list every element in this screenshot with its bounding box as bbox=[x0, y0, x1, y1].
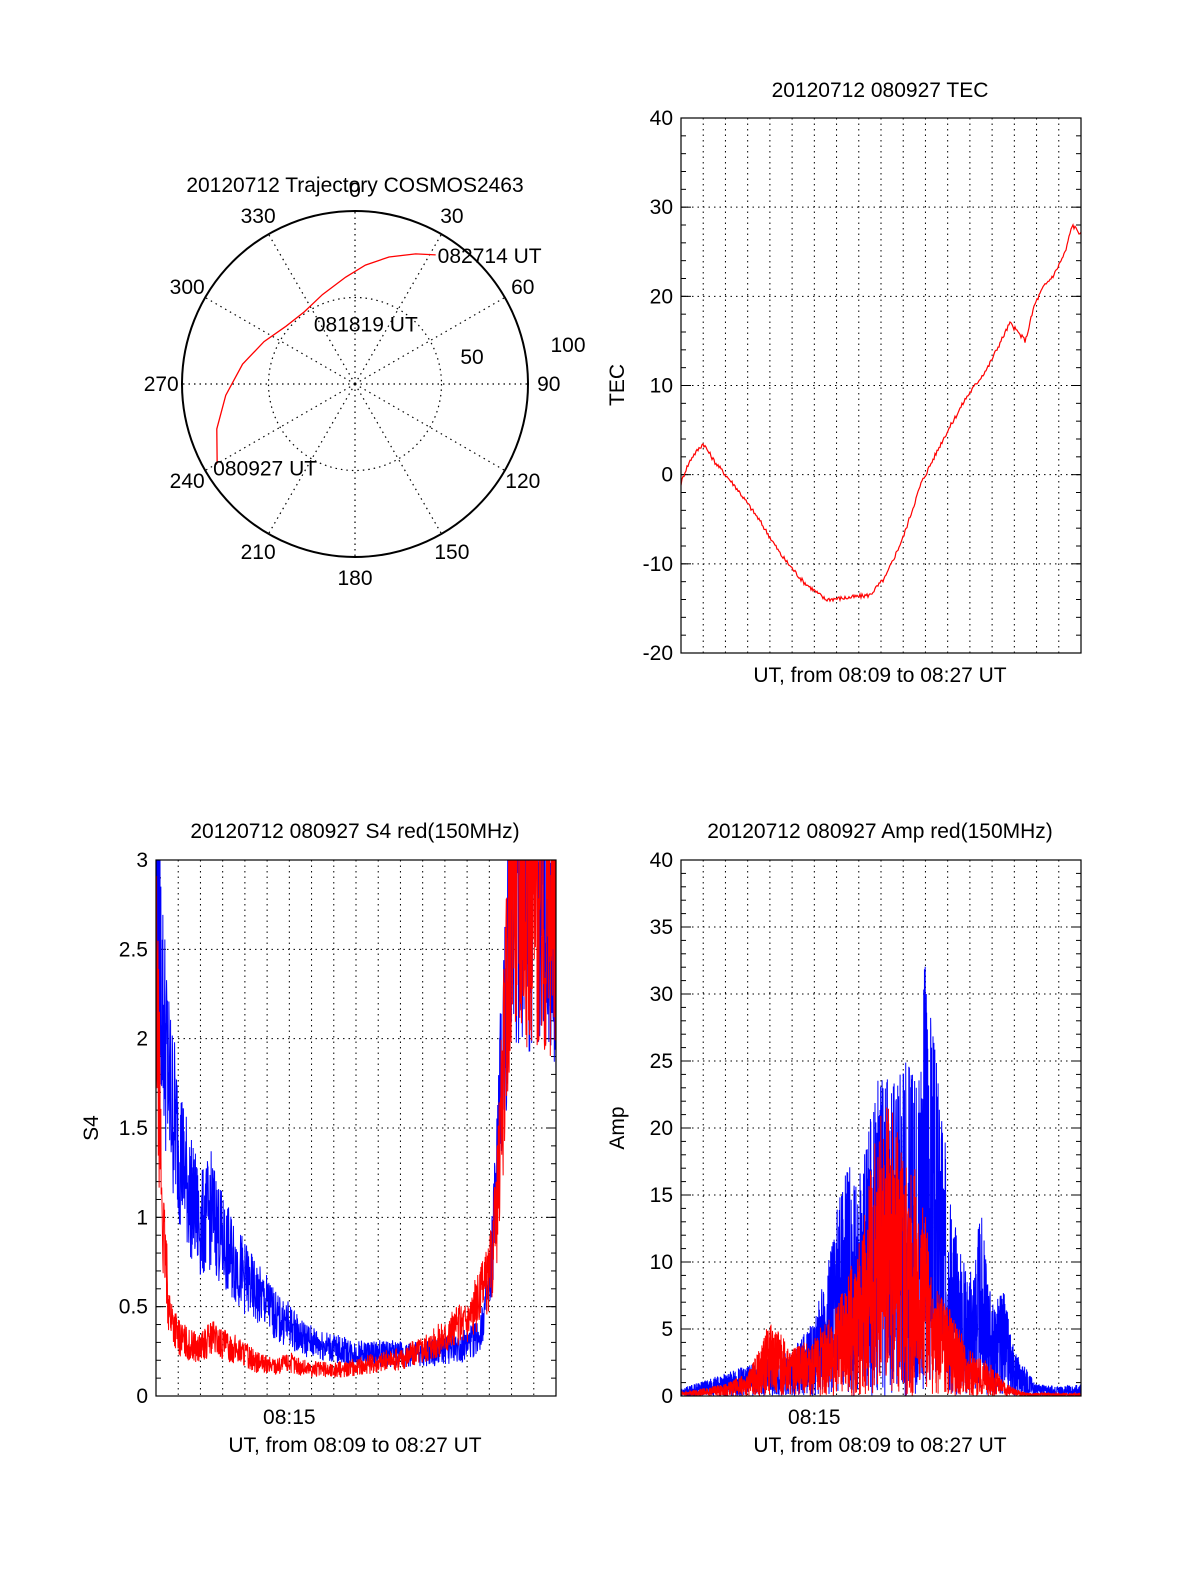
polar-azimuth-label: 240 bbox=[170, 470, 205, 493]
s4-ylabel: S4 bbox=[80, 1115, 103, 1141]
amp-ylabel: Amp bbox=[606, 1106, 629, 1149]
polar-azimuth-label: 60 bbox=[511, 276, 534, 299]
y-tick-label: 2.5 bbox=[119, 938, 148, 961]
polar-annotation: 082714 UT bbox=[438, 245, 542, 268]
polar-spoke bbox=[204, 296, 356, 385]
y-tick-label: 5 bbox=[661, 1318, 673, 1341]
polar-azimuth-label: 150 bbox=[434, 541, 469, 564]
x-tick-label: 08:15 bbox=[788, 1406, 841, 1429]
tec-plot: 20120712 080927 TEC UT, from 08:09 to 08… bbox=[606, 79, 1082, 687]
amp-title: 20120712 080927 Amp red(150MHz) bbox=[707, 820, 1053, 843]
y-tick-label: -20 bbox=[643, 642, 673, 665]
polar-azimuth-label: 0 bbox=[349, 179, 361, 202]
trajectory-path bbox=[216, 253, 436, 464]
polar-outer-circle bbox=[181, 210, 529, 558]
y-tick-label: 15 bbox=[650, 1184, 673, 1207]
polar-azimuth-label: 210 bbox=[241, 541, 276, 564]
series-group bbox=[681, 966, 1081, 1396]
polar-annotation: 080927 UT bbox=[213, 458, 317, 481]
polar-azimuth-label: 300 bbox=[170, 276, 205, 299]
series-line-red bbox=[681, 223, 1081, 603]
polar-spoke bbox=[354, 296, 506, 385]
y-tick-label: 2 bbox=[136, 1028, 148, 1051]
x-tick-label: 08:15 bbox=[263, 1406, 316, 1429]
plot-frame bbox=[680, 117, 1082, 654]
y-tick-label: 20 bbox=[650, 1117, 673, 1140]
amp-plot: 20120712 080927 Amp red(150MHz) UT, from… bbox=[606, 820, 1082, 1457]
series-group bbox=[681, 223, 1081, 603]
polar-azimuth-label: 180 bbox=[337, 567, 372, 590]
polar-grid bbox=[181, 210, 529, 558]
series-group bbox=[156, 860, 556, 1378]
s4-xlabel: UT, from 08:09 to 08:27 UT bbox=[228, 1434, 481, 1457]
polar-azimuth-labels: 0 30 60 90 120 150 180 210 240 270 300 330 bbox=[144, 179, 561, 590]
polar-title: 20120712 Trajectory COSMOS2463 bbox=[186, 174, 523, 197]
polar-azimuth-label: 90 bbox=[537, 373, 560, 396]
series-line-red bbox=[156, 860, 556, 1378]
y-tick-label: 10 bbox=[650, 1251, 673, 1274]
polar-radial-label: 50 bbox=[460, 346, 483, 369]
polar-radial-labels: 50 100 bbox=[460, 334, 585, 369]
y-tick-label: 1 bbox=[136, 1206, 148, 1229]
y-tick-label: 30 bbox=[650, 196, 673, 219]
y-tick-label: 30 bbox=[650, 983, 673, 1006]
amp-xlabel: UT, from 08:09 to 08:27 UT bbox=[753, 1434, 1006, 1457]
polar-radial-label: 100 bbox=[550, 334, 585, 357]
y-tick-label: 1.5 bbox=[119, 1117, 148, 1140]
polar-azimuth-label: 120 bbox=[505, 470, 540, 493]
y-tick-label: 0.5 bbox=[119, 1296, 148, 1319]
polar-azimuth-label: 30 bbox=[440, 205, 463, 228]
y-tick-label: 3 bbox=[136, 849, 148, 872]
plot-frame bbox=[680, 859, 1082, 1397]
y-tick-label: 40 bbox=[650, 107, 673, 130]
y-tick-label: 0 bbox=[661, 1385, 673, 1408]
y-tick-label: 0 bbox=[136, 1385, 148, 1408]
polar-spoke bbox=[354, 233, 443, 385]
polar-azimuth-label: 270 bbox=[144, 373, 179, 396]
polar-trajectory-plot: 20120712 Trajectory COSMOS2463 0 30 60 90 12… bbox=[144, 174, 586, 590]
plot-frame bbox=[155, 859, 557, 1397]
polar-annotations: 082714 UT 081819 UT 080927 UT bbox=[213, 245, 542, 481]
polar-spoke bbox=[267, 383, 356, 535]
y-tick-label: 0 bbox=[661, 464, 673, 487]
polar-spoke bbox=[354, 383, 443, 535]
tec-xlabel: UT, from 08:09 to 08:27 UT bbox=[753, 664, 1006, 687]
series-line-red bbox=[681, 1107, 1081, 1396]
s4-plot: 20120712 080927 S4 red(150MHz) UT, from … bbox=[80, 820, 557, 1457]
y-tick-label: 35 bbox=[650, 916, 673, 939]
polar-spoke bbox=[204, 383, 356, 472]
tec-title: 20120712 080927 TEC bbox=[772, 79, 989, 102]
y-tick-label: 40 bbox=[650, 849, 673, 872]
y-tick-label: 25 bbox=[650, 1050, 673, 1073]
s4-title: 20120712 080927 S4 red(150MHz) bbox=[190, 820, 519, 843]
polar-spoke bbox=[354, 383, 506, 472]
polar-inner-circle bbox=[267, 296, 443, 472]
polar-annotation: 081819 UT bbox=[314, 314, 418, 337]
tec-ylabel: TEC bbox=[606, 364, 629, 406]
y-tick-label: 10 bbox=[650, 375, 673, 398]
polar-trajectory-line bbox=[216, 253, 436, 464]
y-tick-label: 20 bbox=[650, 285, 673, 308]
y-tick-label: -10 bbox=[643, 553, 673, 576]
polar-spoke bbox=[267, 233, 356, 385]
polar-azimuth-label: 330 bbox=[241, 205, 276, 228]
